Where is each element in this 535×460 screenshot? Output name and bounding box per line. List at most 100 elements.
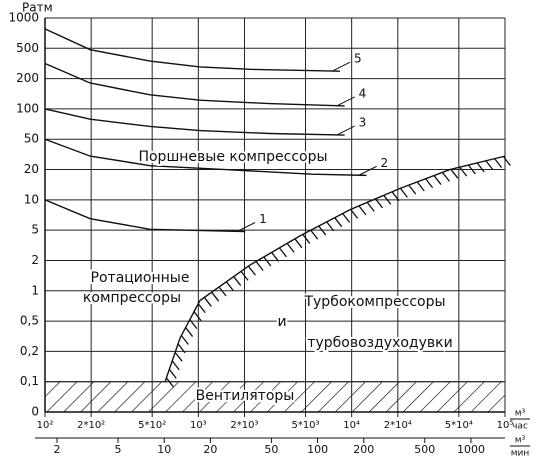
hatch: [197, 303, 206, 314]
y-tick-label: 0: [31, 405, 39, 419]
curve-label: 4: [359, 86, 367, 100]
y-tick-label: 1000: [8, 11, 39, 25]
hatch: [485, 160, 494, 171]
fan-band: [44, 381, 506, 413]
x-tick-label: 2*10³: [230, 420, 258, 431]
x2-tick-label: 10: [157, 443, 171, 456]
hatch: [459, 166, 468, 177]
hatch: [278, 247, 287, 258]
y-tick-label: 200: [16, 71, 39, 85]
y-tick-label: 100: [16, 101, 39, 115]
hatch: [233, 276, 242, 286]
x2-tick-label: 5: [115, 443, 122, 456]
y-tick-label: 500: [16, 41, 39, 55]
x2-tick-label: 2: [54, 443, 61, 456]
annotation: Турбокомпрессоры: [303, 294, 445, 310]
x-tick-label: 5*10⁴: [445, 420, 473, 431]
hatch: [358, 205, 367, 216]
hatch: [476, 162, 485, 173]
y-tick-label: 0,5: [20, 314, 39, 328]
y-tick-label: 10: [24, 192, 39, 206]
hatch: [494, 158, 503, 169]
boundary: [164, 155, 506, 382]
hatch: [174, 351, 183, 362]
hatch: [225, 281, 234, 292]
hatch: [334, 217, 343, 228]
hatch: [286, 242, 295, 253]
hatch: [211, 291, 220, 302]
hatch: [318, 225, 327, 236]
hatch: [467, 164, 476, 175]
x2-unit: мин: [511, 449, 530, 459]
curve: [44, 138, 367, 177]
annotation: и: [277, 314, 286, 330]
x-tick-label: 10²: [37, 420, 54, 431]
hatch: [185, 327, 194, 337]
hatch: [416, 181, 425, 192]
x-unit: м³: [515, 409, 526, 419]
y-tick-label: 20: [24, 162, 39, 176]
x2-tick-label: 50: [264, 443, 278, 456]
hatch: [399, 187, 408, 198]
y-tick-label: 0,2: [20, 344, 39, 358]
hatch: [203, 297, 212, 307]
hatch: [189, 319, 198, 330]
leader-line: [336, 125, 355, 136]
x2-tick-label: 20: [203, 443, 217, 456]
curve-label: 5: [354, 52, 362, 66]
annotation: Поршневые компрессоры: [138, 149, 327, 165]
curve-label: 2: [381, 156, 389, 170]
hatch: [374, 198, 384, 209]
hatch: [425, 178, 434, 189]
hatch: [366, 201, 375, 212]
hatch: [433, 175, 442, 185]
y-tick-label: 0,1: [20, 374, 39, 388]
x2-tick-label: 500: [414, 443, 435, 456]
curve-label: 3: [359, 116, 367, 130]
hatch: [177, 343, 186, 354]
hatch: [383, 194, 392, 205]
y-axis-label: Ратм: [22, 1, 53, 15]
curve-label: 1: [259, 212, 267, 226]
hatch: [450, 168, 459, 179]
hatch: [171, 360, 180, 371]
hatch: [218, 286, 227, 297]
y-tick-label: 5: [31, 223, 39, 237]
leader-line: [331, 61, 351, 72]
leader-line: [358, 165, 377, 176]
hatch: [255, 261, 264, 271]
leader-line: [336, 96, 355, 107]
hatch: [502, 156, 511, 166]
hatch: [180, 335, 189, 345]
y-tick-label: 2: [31, 253, 39, 267]
curve: [44, 199, 246, 233]
hatch: [271, 252, 280, 262]
hatch: [302, 234, 311, 244]
hatch: [247, 265, 256, 276]
hatch: [168, 368, 177, 379]
x-tick-label: 2*10²: [77, 420, 105, 431]
annotation: турбовоздуходувки: [307, 335, 452, 351]
x-tick-label: 2*10⁴: [384, 420, 412, 431]
x2-unit: м³: [515, 436, 526, 446]
annotation: компрессоры: [83, 290, 181, 306]
annotation: Вентиляторы: [196, 388, 295, 404]
hatch: [326, 221, 335, 232]
x-tick-label: 10⁵: [497, 420, 514, 431]
hatch: [240, 270, 249, 281]
x-tick-label: 10³: [190, 420, 207, 431]
hatch: [441, 171, 450, 182]
x2-tick-label: 200: [353, 443, 374, 456]
x2-tick-label: 100: [307, 443, 328, 456]
hatch: [391, 191, 400, 202]
hatch: [342, 213, 351, 223]
x-tick-label: 5*10²: [138, 420, 166, 431]
leader-line: [236, 222, 256, 232]
hatch: [350, 208, 359, 219]
hatch: [310, 229, 319, 240]
curve: [44, 28, 341, 72]
x-tick-label: 10⁴: [343, 420, 360, 431]
hatch: [408, 184, 417, 195]
y-tick-label: 50: [24, 132, 39, 146]
